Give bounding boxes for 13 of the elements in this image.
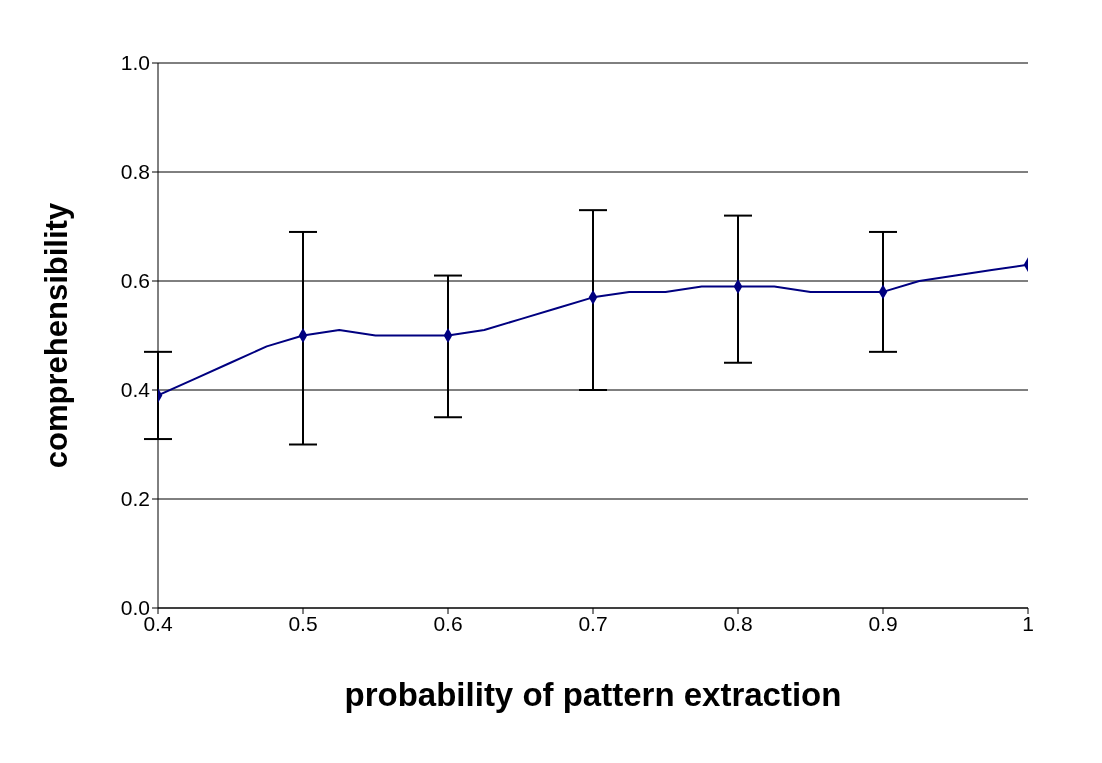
y-tick-label: 1.0 bbox=[120, 51, 150, 75]
y-axis-title: comprehensibility bbox=[39, 202, 75, 469]
x-tick-label: 1 bbox=[1022, 611, 1034, 635]
y-tick-label: 0.2 bbox=[120, 487, 150, 511]
x-axis-title: probability of pattern extraction bbox=[344, 676, 842, 713]
y-tick-label: 0.6 bbox=[120, 269, 150, 293]
x-tick-label: 0.6 bbox=[433, 611, 463, 635]
x-tick-label: 0.5 bbox=[288, 611, 318, 635]
y-tick-label: 0.4 bbox=[120, 378, 151, 402]
x-tick-label: 0.7 bbox=[578, 611, 608, 635]
y-tick-label: 0.8 bbox=[120, 160, 150, 184]
x-tick-label: 0.8 bbox=[723, 611, 753, 635]
x-tick-label: 0.9 bbox=[868, 611, 898, 635]
